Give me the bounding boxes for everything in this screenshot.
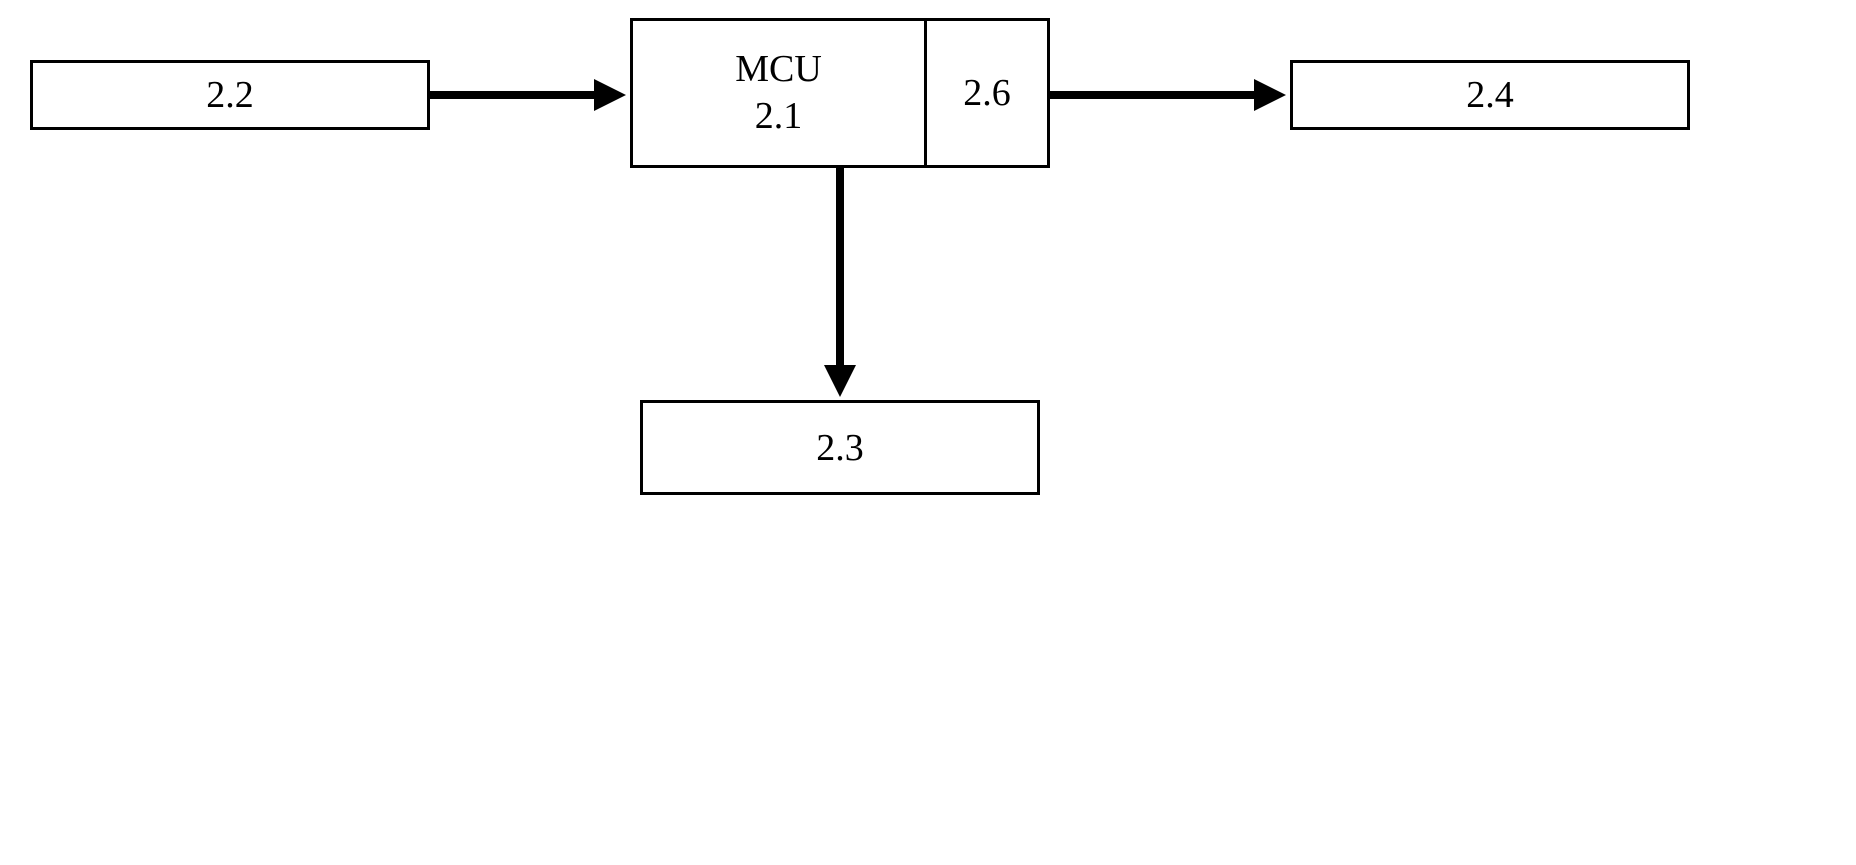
node-2-3-label: 2.3 [816,426,864,470]
node-mcu-label-left: 2.1 [755,93,803,141]
node-2-2-label: 2.2 [206,73,254,117]
node-mcu-title: MCU [735,46,822,94]
node-2-4: 2.4 [1290,60,1690,130]
block-diagram: 2.2 MCU 2.1 2.6 2.4 2.3 [0,0,1856,865]
node-mcu: MCU 2.1 2.6 [630,18,1050,168]
node-2-4-label: 2.4 [1466,73,1514,117]
node-mcu-right: 2.6 [927,21,1047,165]
node-mcu-left: MCU 2.1 [633,21,927,165]
node-2-3: 2.3 [640,400,1040,495]
node-2-2: 2.2 [30,60,430,130]
node-mcu-label-right: 2.6 [963,71,1011,115]
